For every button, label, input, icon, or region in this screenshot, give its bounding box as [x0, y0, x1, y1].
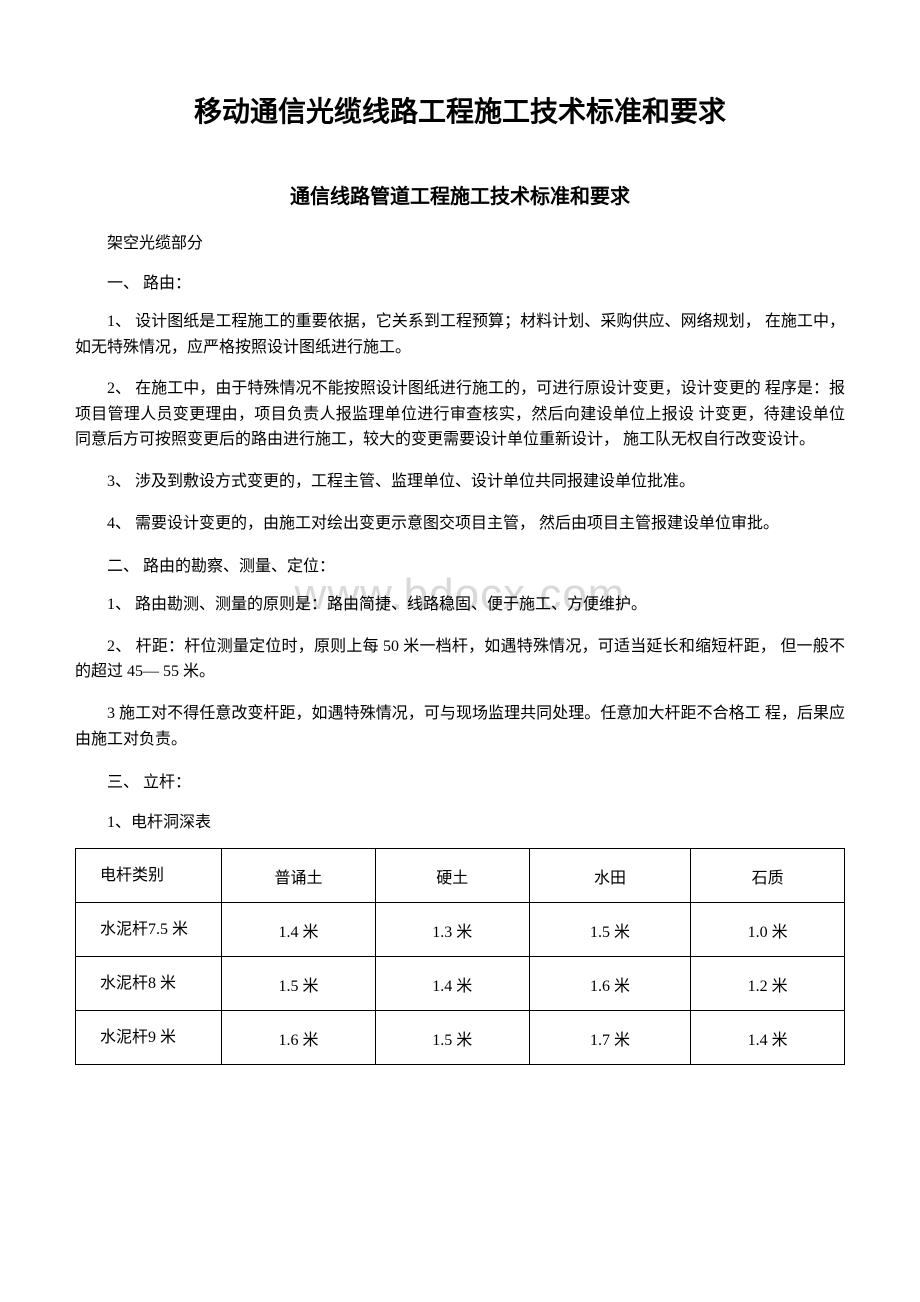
table-cell: 1.5 米: [222, 957, 376, 1011]
table-cell: 水泥杆7.5 米: [76, 903, 222, 957]
table-cell: 1.5 米: [529, 903, 690, 957]
table-header-cell: 硬土: [375, 849, 529, 903]
section-part-label: 架空光缆部分: [75, 229, 845, 253]
table-cell: 1.6 米: [529, 957, 690, 1011]
table-cell: 1.3 米: [375, 903, 529, 957]
table-cell: 1.2 米: [691, 957, 845, 1011]
table-cell: 水泥杆9 米: [76, 1011, 222, 1065]
table-cell: 水泥杆8 米: [76, 957, 222, 1011]
table-header-cell: 电杆类别: [76, 849, 222, 903]
heading-route: 一、 路由：: [75, 269, 845, 293]
paragraph-3-1: 1、电杆洞深表: [75, 808, 845, 832]
paragraph-2-3: 3 施工对不得任意改变杆距，如遇特殊情况，可与现场监理共同处理。任意加大杆距不合…: [75, 701, 845, 752]
paragraph-1-1: 1、 设计图纸是工程施工的重要依据，它关系到工程预算；材料计划、采购供应、网络规…: [75, 309, 845, 360]
table-row: 水泥杆7.5 米 1.4 米 1.3 米 1.5 米 1.0 米: [76, 903, 845, 957]
table-cell: 1.5 米: [375, 1011, 529, 1065]
table-cell: 1.7 米: [529, 1011, 690, 1065]
paragraph-2-2: 2、 杆距：杆位测量定位时，原则上每 50 米一档杆，如遇特殊情况，可适当延长和…: [75, 634, 845, 685]
table-row: 水泥杆9 米 1.6 米 1.5 米 1.7 米 1.4 米: [76, 1011, 845, 1065]
pole-depth-table: 电杆类别 普诵土 硬土 水田 石质 水泥杆7.5 米 1.4 米 1.3 米 1…: [75, 848, 845, 1065]
paragraph-1-2: 2、 在施工中，由于特殊情况不能按照设计图纸进行施工的，可进行原设计变更，设计变…: [75, 376, 845, 453]
table-cell: 1.4 米: [222, 903, 376, 957]
paragraph-1-3: 3、 涉及到敷设方式变更的，工程主管、监理单位、设计单位共同报建设单位批准。: [75, 469, 845, 495]
table-cell: 1.6 米: [222, 1011, 376, 1065]
heading-pole: 三、 立杆：: [75, 768, 845, 792]
table-header-row: 电杆类别 普诵土 硬土 水田 石质: [76, 849, 845, 903]
table-row: 水泥杆8 米 1.5 米 1.4 米 1.6 米 1.2 米: [76, 957, 845, 1011]
paragraph-1-4: 4、 需要设计变更的，由施工对绘出变更示意图交项目主管， 然后由项目主管报建设单…: [75, 511, 845, 537]
table-cell: 1.4 米: [691, 1011, 845, 1065]
table-header-cell: 水田: [529, 849, 690, 903]
heading-survey: 二、 路由的勘察、测量、定位：: [75, 552, 845, 576]
table-header-cell: 石质: [691, 849, 845, 903]
document-content: 移动通信光缆线路工程施工技术标准和要求 通信线路管道工程施工技术标准和要求 架空…: [75, 90, 845, 1065]
table-cell: 1.0 米: [691, 903, 845, 957]
paragraph-2-1: 1、 路由勘测、测量的原则是：路由简捷、线路稳固、便于施工、方便维护。: [75, 592, 845, 618]
table-header-cell: 普诵土: [222, 849, 376, 903]
sub-title: 通信线路管道工程施工技术标准和要求: [75, 180, 845, 209]
main-title: 移动通信光缆线路工程施工技术标准和要求: [75, 90, 845, 130]
table-cell: 1.4 米: [375, 957, 529, 1011]
